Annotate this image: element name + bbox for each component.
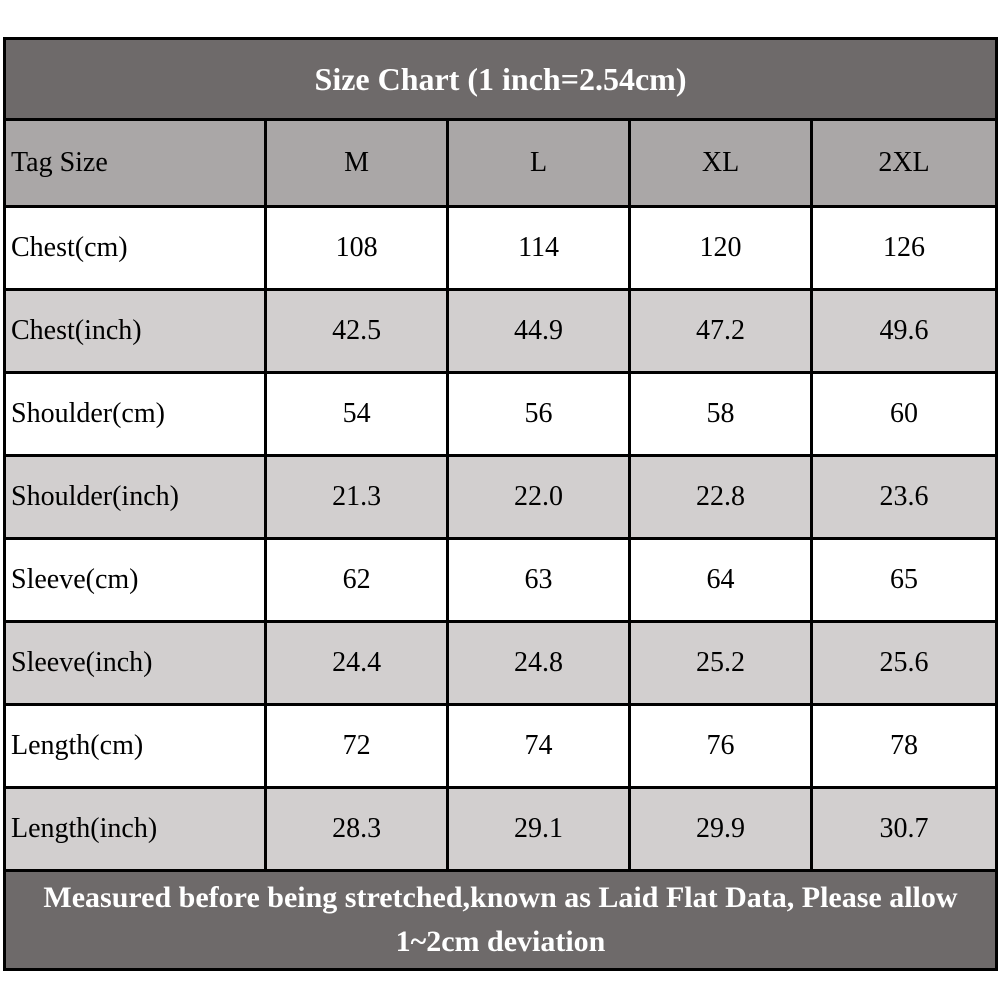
cell-value: 22.0 bbox=[449, 457, 632, 537]
cell-value: 25.6 bbox=[879, 647, 929, 678]
cell-value: 60 bbox=[890, 398, 918, 429]
table-header-row: Tag Size M L XL 2XL bbox=[6, 121, 995, 208]
cell-value: 62 bbox=[267, 540, 450, 620]
table-row-length-inch: Length(inch) 28.3 29.1 29.9 30.7 bbox=[6, 789, 995, 872]
cell-value: 24.8 bbox=[449, 623, 632, 703]
cell-value: 22.8 bbox=[631, 457, 813, 537]
size-chart-table: Size Chart (1 inch=2.54cm) Tag Size M L … bbox=[3, 37, 998, 971]
row-label: Shoulder(cm) bbox=[6, 374, 268, 454]
cell-value: 72 bbox=[267, 706, 450, 786]
row-label: Chest(inch) bbox=[6, 291, 268, 371]
cell-value: 25.2 bbox=[631, 623, 813, 703]
cell-value: 58 bbox=[631, 374, 813, 454]
table-row-chest-cm: Chest(cm) 108 114 120 126 bbox=[6, 208, 995, 291]
row-label: Length(inch) bbox=[6, 789, 268, 869]
cell-value: 65 bbox=[890, 564, 918, 595]
cell-value: 54 bbox=[267, 374, 450, 454]
table-row-sleeve-inch: Sleeve(inch) 24.4 24.8 25.2 25.6 bbox=[6, 623, 995, 706]
cell-value: 126 bbox=[883, 232, 925, 263]
cell-value: 64 bbox=[631, 540, 813, 620]
row-label: Sleeve(inch) bbox=[6, 623, 268, 703]
table-row-chest-inch: Chest(inch) 42.5 44.9 47.2 49.6 bbox=[6, 291, 995, 374]
cell-value: 30.7 bbox=[879, 813, 929, 844]
table-row-shoulder-cm: Shoulder(cm) 54 56 58 60 bbox=[6, 374, 995, 457]
cell-value: 23.6 bbox=[879, 481, 929, 512]
header-cell-size-2xl: 2XL bbox=[878, 147, 930, 178]
cell-value: 108 bbox=[267, 208, 450, 288]
size-chart-title: Size Chart (1 inch=2.54cm) bbox=[6, 40, 995, 121]
cell-value: 42.5 bbox=[267, 291, 450, 371]
cell-value: 28.3 bbox=[267, 789, 450, 869]
cell-value: 47.2 bbox=[631, 291, 813, 371]
header-cell-size-l: L bbox=[449, 121, 632, 205]
table-row-sleeve-cm: Sleeve(cm) 62 63 64 65 bbox=[6, 540, 995, 623]
row-label: Shoulder(inch) bbox=[6, 457, 268, 537]
cell-value: 120 bbox=[631, 208, 813, 288]
header-cell-size-m: M bbox=[267, 121, 450, 205]
row-label: Length(cm) bbox=[6, 706, 268, 786]
cell-value: 78 bbox=[890, 730, 918, 761]
cell-value: 56 bbox=[449, 374, 632, 454]
cell-value: 76 bbox=[631, 706, 813, 786]
row-label: Chest(cm) bbox=[6, 208, 268, 288]
cell-value: 63 bbox=[449, 540, 632, 620]
header-cell-tag-size: Tag Size bbox=[6, 121, 268, 205]
header-cell-size-xl: XL bbox=[631, 121, 813, 205]
table-row-shoulder-inch: Shoulder(inch) 21.3 22.0 22.8 23.6 bbox=[6, 457, 995, 540]
cell-value: 21.3 bbox=[267, 457, 450, 537]
cell-value: 74 bbox=[449, 706, 632, 786]
cell-value: 29.1 bbox=[449, 789, 632, 869]
cell-value: 24.4 bbox=[267, 623, 450, 703]
cell-value: 44.9 bbox=[449, 291, 632, 371]
measurement-note: Measured before being stretched,known as… bbox=[6, 872, 995, 968]
row-label: Sleeve(cm) bbox=[6, 540, 268, 620]
table-row-length-cm: Length(cm) 72 74 76 78 bbox=[6, 706, 995, 789]
cell-value: 29.9 bbox=[631, 789, 813, 869]
cell-value: 49.6 bbox=[879, 315, 929, 346]
cell-value: 114 bbox=[449, 208, 632, 288]
